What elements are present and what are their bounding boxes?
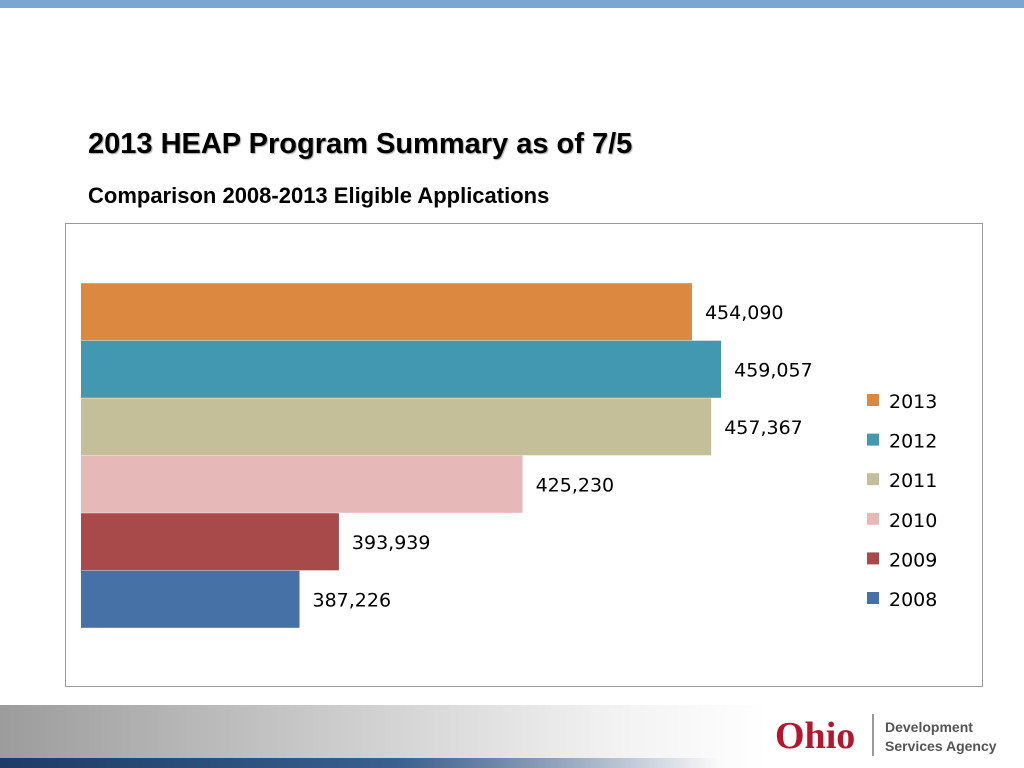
footer-band: [0, 705, 1024, 768]
legend-label-2008: 2008: [889, 589, 937, 611]
legend-swatch-2012: [867, 433, 879, 446]
bar-2008: [81, 570, 300, 628]
data-label-2010: 425,230: [536, 474, 615, 496]
agency-name-line2: Services Agency: [885, 738, 997, 754]
legend-swatch-2010: [867, 512, 879, 525]
agency-name-line1: Development: [885, 719, 973, 735]
bar-chart: 454,090 459,057 457,367 425,230 393,939 387,2…: [81, 283, 937, 628]
footer-stripe: [0, 758, 720, 768]
data-label-2008: 387,226: [313, 589, 392, 611]
bar-2009: [81, 513, 339, 571]
page-title: 2013 HEAP Program Summary as of 7/5: [88, 128, 633, 160]
legend-label-2011: 2011: [889, 470, 937, 492]
page-subtitle: Comparison 2008-2013 Eligible Applicatio…: [88, 183, 550, 208]
legend-label-2010: 2010: [889, 510, 937, 532]
ohio-logo-text: Ohio: [775, 715, 856, 757]
legend-label-2013: 2013: [889, 391, 937, 413]
bar-2013: [81, 283, 692, 341]
legend-label-2009: 2009: [889, 549, 937, 571]
data-label-2012: 459,057: [734, 359, 813, 381]
data-label-2009: 393,939: [352, 532, 431, 554]
data-label-2011: 457,367: [724, 417, 803, 439]
data-label-2013: 454,090: [705, 302, 784, 324]
legend-swatch-2008: [867, 592, 879, 604]
legend-swatch-2011: [867, 473, 879, 486]
bar-2010: [81, 455, 523, 513]
agency-logo: Ohio Development Services Agency: [775, 712, 1015, 762]
bar-2011: [81, 398, 712, 456]
legend-swatch-2009: [867, 552, 879, 565]
legend-swatch-2013: [867, 394, 879, 406]
legend-label-2012: 2012: [889, 431, 937, 453]
bar-2012: [81, 340, 722, 398]
logo-divider: [872, 714, 874, 756]
chart-frame: 454,090 459,057 457,367 425,230 393,939 387,2…: [65, 223, 983, 687]
top-accent-bar: [0, 0, 1024, 8]
